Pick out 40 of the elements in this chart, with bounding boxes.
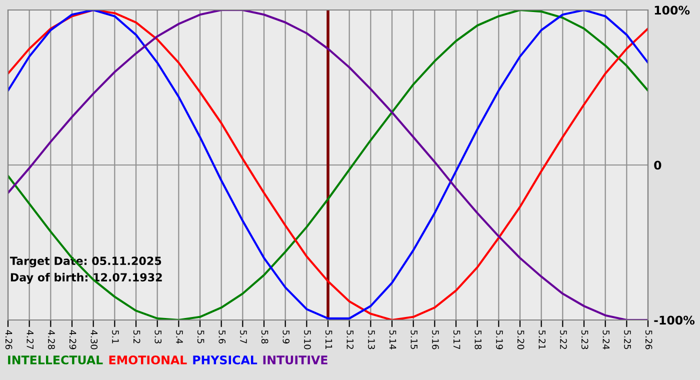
x-tick-label: 5.19 bbox=[496, 330, 503, 350]
x-tick-label: 5.12 bbox=[346, 330, 354, 349]
x-tick-label: 4.30 bbox=[90, 330, 98, 350]
text: INTUITIVE bbox=[263, 356, 328, 364]
x-tick-label: 5.18 bbox=[474, 330, 482, 350]
x-tick-label: 5.17 bbox=[453, 330, 460, 350]
text: EMOTIONAL bbox=[109, 355, 187, 364]
x-tick-label: 5.15 bbox=[410, 330, 418, 350]
y-tick-label: 0 bbox=[654, 160, 662, 170]
x-tick-label: 4.29 bbox=[69, 330, 76, 350]
x-tick-label: 5.23 bbox=[581, 330, 588, 350]
x-tick-label: 5.13 bbox=[368, 330, 375, 350]
annotation: Day of birth: 12.07.1932 bbox=[10, 272, 162, 284]
x-tick-label: 5.6 bbox=[218, 330, 226, 344]
x-tick-label: 5.14 bbox=[389, 330, 396, 350]
x-tick-label: 5.3 bbox=[154, 330, 162, 344]
y-tick-label: -100% bbox=[654, 316, 695, 325]
x-tick-label: 4.28 bbox=[48, 330, 55, 350]
x-tick-label: 5.4 bbox=[176, 330, 183, 344]
x-tick-label: 5.8 bbox=[261, 330, 268, 344]
x-tick-label: 4.26 bbox=[5, 330, 12, 350]
x-tick-label: 5.24 bbox=[602, 330, 610, 350]
x-tick-label: 5.9 bbox=[282, 330, 290, 344]
x-tick-label: 5.21 bbox=[538, 330, 546, 349]
x-tick-label: 5.1 bbox=[112, 330, 119, 344]
x-tick-label: 5.5 bbox=[197, 330, 204, 344]
x-tick-label: 4.27 bbox=[26, 330, 34, 350]
y-tick-label: 100% bbox=[654, 6, 690, 15]
x-tick-label: 5.25 bbox=[624, 330, 631, 350]
x-tick-label: 5.10 bbox=[304, 330, 311, 350]
x-tick-label: 5.2 bbox=[133, 330, 140, 344]
x-tick-label: 5.20 bbox=[517, 330, 524, 350]
line-series bbox=[8, 10, 648, 320]
x-tick-label: 5.22 bbox=[560, 330, 567, 349]
x-tick-label: 5.26 bbox=[645, 330, 652, 350]
x-tick-label: 5.16 bbox=[432, 330, 439, 350]
text: INTELLECTUAL bbox=[8, 355, 103, 364]
x-tick-label: 5.7 bbox=[240, 330, 247, 344]
text: PHYSICAL bbox=[193, 355, 258, 364]
x-tick-label: 5.11 bbox=[325, 330, 332, 349]
